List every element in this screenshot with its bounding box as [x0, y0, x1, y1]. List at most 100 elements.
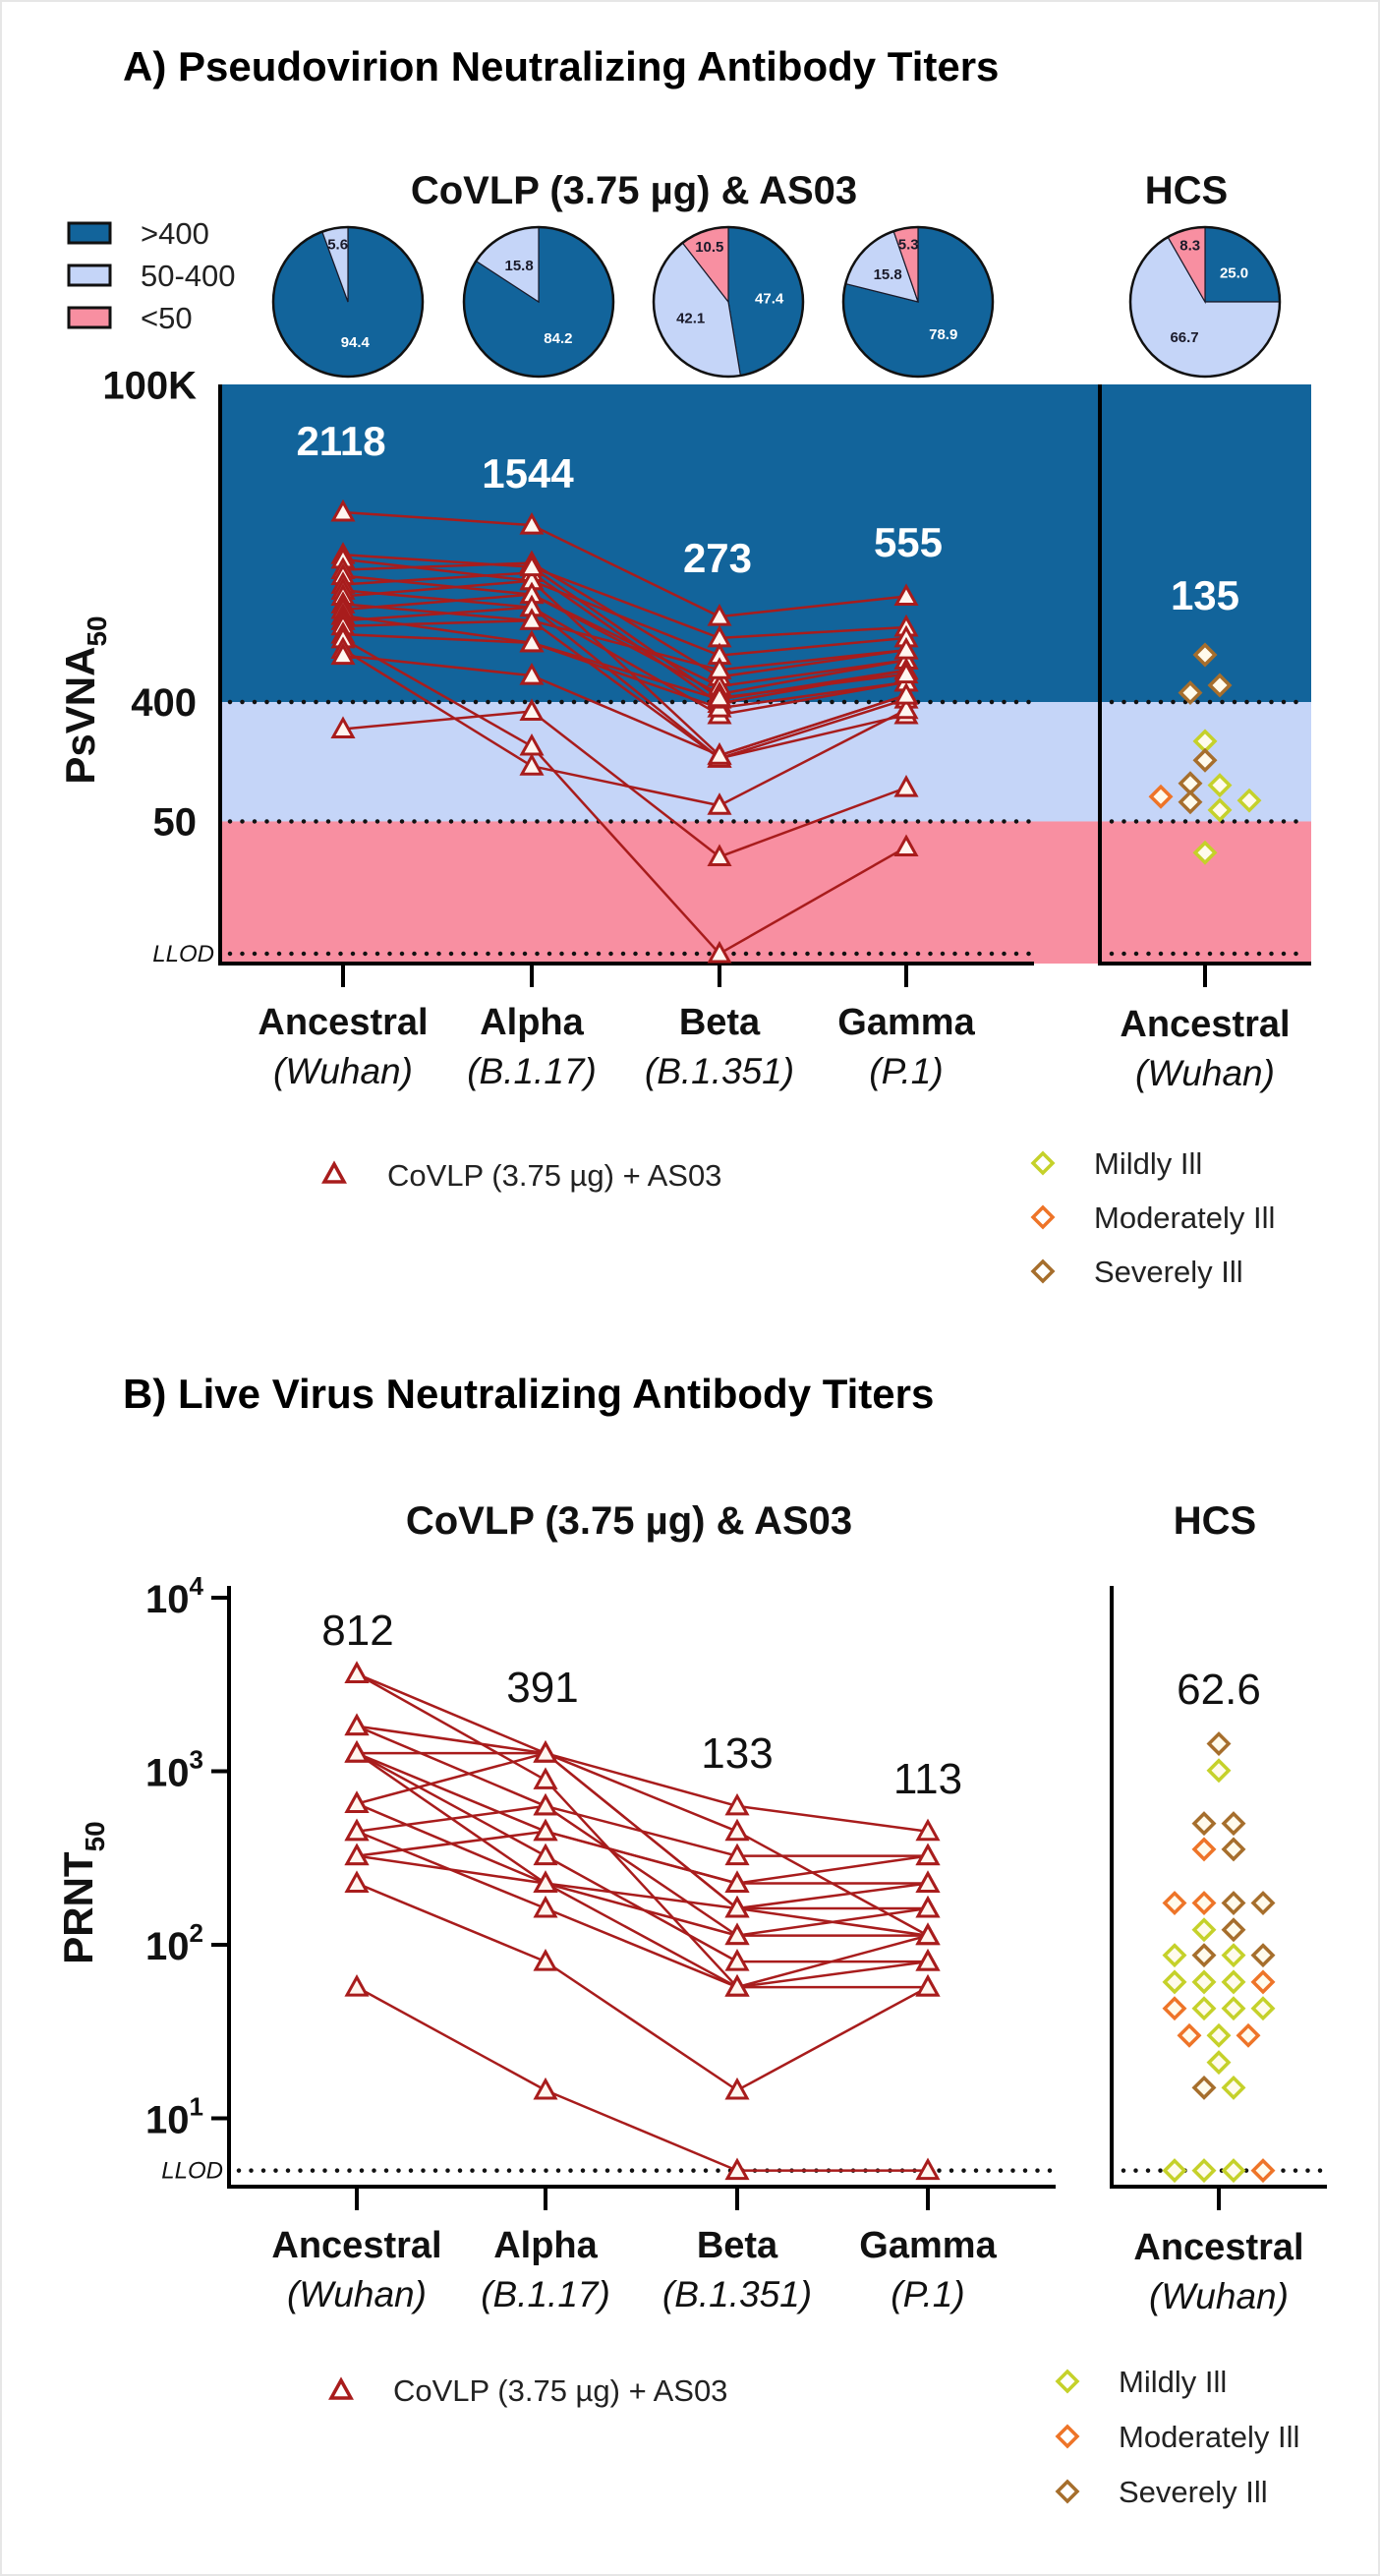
subject-triangle-point: [533, 1792, 558, 1816]
subject-line-segment: [736, 1882, 929, 1910]
subject-line-segment: [545, 1882, 738, 1910]
geometric-mean-label: 113: [893, 1755, 962, 1803]
subject-line-segment: [719, 680, 907, 710]
subject-line-segment: [545, 2088, 738, 2172]
pie-slice-label: 15.8: [504, 258, 533, 274]
subject-line-segment: [342, 637, 533, 748]
subject-triangle-point: [915, 1895, 941, 1918]
subject-line-segment: [719, 786, 907, 858]
pie-outline: [271, 225, 425, 379]
subject-line-segment: [719, 693, 907, 757]
geometric-mean-label: 133: [701, 1729, 773, 1778]
y-tick-base: 10: [145, 1578, 190, 1621]
category-strain-label: (B.1.351): [645, 1051, 794, 1091]
subject-triangle-point: [519, 629, 545, 653]
hcs-diamond-point: [1191, 1917, 1217, 1943]
hcs-diamond-point: [1221, 1969, 1246, 1995]
panel-a-plot: >400 50-400 <50 94.4 5.6 84.2 15.8 47.4 42.1 10.5…: [67, 216, 1311, 1289]
subject-line-segment: [531, 710, 720, 858]
panel-b-y-label-main: PRNT: [55, 1851, 101, 1964]
panel-a-vaccine-group-title: CoVLP (3.75 µg) & AS03: [411, 169, 857, 212]
category-label: Beta: [679, 1002, 761, 1043]
subject-triangle-point: [344, 1740, 370, 1763]
subject-line-segment: [545, 1752, 738, 1833]
subject-line-segment: [545, 1830, 738, 1885]
subject-line-segment: [531, 606, 720, 760]
subject-line-segment: [356, 1725, 546, 1755]
severity-legend-label: Moderately Ill: [1094, 1200, 1275, 1235]
subject-line-segment: [342, 557, 533, 582]
hcs-diamond-point: [1162, 2158, 1187, 2184]
subject-line-segment: [545, 1751, 738, 1808]
hcs-diamond-point: [1250, 1943, 1276, 1968]
subject-line-segment: [342, 614, 533, 645]
hcs-diamond-point: [1178, 790, 1203, 815]
band-legend-swatch: [67, 221, 112, 245]
subject-line-segment: [356, 1830, 546, 1857]
subject-line-segment: [531, 571, 720, 705]
hcs-diamond-point: [1192, 747, 1218, 773]
severity-legend-diamond-icon: [1030, 1204, 1056, 1230]
pie-outline: [462, 225, 615, 379]
hcs-diamond-point: [1191, 1969, 1217, 1995]
panel-a-y-label-subscript: 50: [82, 615, 112, 646]
hcs-diamond-point: [1221, 2075, 1246, 2100]
subject-triangle-point: [893, 583, 919, 606]
geometric-mean-label: 391: [506, 1664, 578, 1712]
hcs-diamond-point: [1191, 1943, 1217, 1968]
subject-line-segment: [531, 673, 720, 757]
subject-line-segment: [356, 1854, 546, 1885]
subject-line-segment: [531, 565, 720, 699]
subject-line-segment: [342, 574, 533, 596]
subject-line-segment: [356, 1752, 546, 1857]
subject-triangle-point: [344, 1974, 370, 1997]
subject-line-segment: [736, 1804, 929, 1833]
subject-triangle-point: [893, 834, 919, 857]
subject-triangle-point: [915, 1974, 941, 1997]
hcs-diamond-point: [1250, 1969, 1276, 1995]
geometric-mean-label: 555: [874, 519, 943, 565]
subject-triangle-point: [533, 1870, 558, 1893]
pie-slice-label: 94.4: [341, 334, 371, 351]
subject-triangle-point: [915, 1922, 941, 1946]
subject-line-segment: [531, 619, 720, 760]
subject-triangle-point: [519, 512, 545, 535]
subject-line-segment: [719, 659, 907, 688]
severity-legend-label: Mildly Ill: [1119, 2365, 1227, 2399]
subject-line-segment: [545, 1804, 738, 1857]
subject-line-segment: [719, 846, 907, 956]
subject-line-segment: [342, 632, 533, 645]
subject-line-segment: [342, 618, 533, 628]
pie-slice-label: 15.8: [874, 266, 902, 283]
subject-line-segment: [531, 523, 720, 618]
category-label: Alpha: [493, 2225, 598, 2266]
subject-line-segment: [719, 659, 907, 696]
series-legend-triangle-icon: [328, 2376, 354, 2400]
subject-line-segment: [342, 593, 533, 612]
pie-slice-label: 42.1: [676, 311, 705, 327]
subject-line-segment: [342, 571, 533, 586]
pie-slice-label: 84.2: [544, 330, 572, 347]
subject-triangle-point: [724, 1870, 750, 1893]
category-label: Gamma: [859, 2225, 997, 2266]
subject-triangle-point: [707, 657, 732, 679]
subject-line-segment: [545, 1882, 738, 1989]
subject-triangle-point: [893, 696, 919, 720]
hcs-diamond-point: [1207, 773, 1233, 798]
pie-slice-label: 66.7: [1170, 329, 1198, 346]
category-strain-label: (Wuhan): [273, 1051, 413, 1091]
hcs-diamond-point: [1221, 2158, 1246, 2184]
hcs-diamond-point: [1178, 680, 1203, 706]
pie-outline: [652, 225, 805, 379]
y-tick-label: 400: [131, 681, 197, 725]
y-tick-label: 102: [145, 1918, 203, 1968]
subject-line-segment: [531, 565, 720, 640]
subject-triangle-point: [533, 1895, 558, 1918]
severity-legend-diamond-icon: [1055, 2479, 1080, 2504]
pie-slice-label: 47.4: [755, 291, 784, 308]
subject-triangle-point: [893, 661, 919, 684]
subject-line-segment: [531, 641, 720, 710]
subject-line-segment: [736, 1906, 929, 1937]
subject-triangle-point: [533, 1843, 558, 1866]
y-tick-exponent: 1: [190, 2092, 203, 2122]
